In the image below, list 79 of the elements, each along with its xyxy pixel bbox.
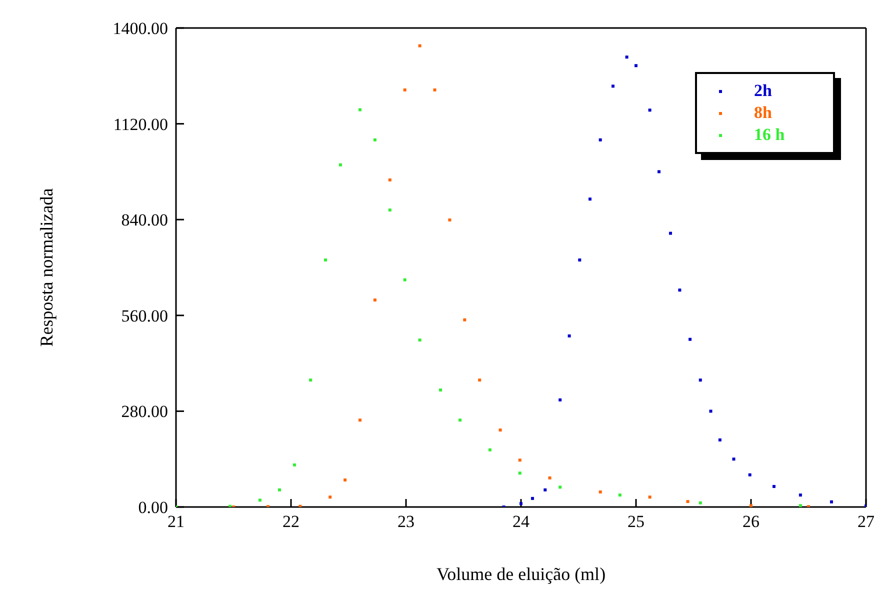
point — [498, 428, 502, 432]
point — [578, 258, 582, 262]
y-axis-title: Resposta normalizada — [36, 188, 56, 347]
x-tick-label: 26 — [742, 512, 760, 532]
point — [418, 44, 422, 48]
point — [278, 488, 281, 492]
point — [568, 334, 571, 338]
point — [698, 501, 702, 504]
point — [388, 208, 392, 212]
point — [463, 318, 466, 322]
point — [732, 458, 736, 461]
point — [358, 108, 362, 112]
point — [520, 502, 522, 506]
y-tick-label: 1120.00 — [113, 114, 168, 134]
point — [292, 463, 296, 466]
point — [772, 484, 776, 488]
x-tick-label: 23 — [398, 512, 414, 532]
point — [798, 504, 802, 507]
point — [358, 418, 362, 422]
point — [258, 498, 262, 502]
point — [625, 56, 628, 59]
point — [686, 500, 690, 504]
point — [750, 504, 752, 507]
legend-label: 8h — [754, 103, 772, 123]
point — [718, 438, 722, 442]
point — [518, 458, 522, 462]
point — [598, 138, 602, 142]
point — [648, 496, 652, 499]
point — [748, 473, 752, 476]
point — [373, 298, 376, 302]
point — [558, 398, 562, 402]
point — [403, 278, 406, 282]
point — [558, 486, 562, 489]
y-tick-label: 1400.00 — [112, 19, 168, 38]
point — [634, 64, 638, 68]
y-tick-label: 0.00 — [138, 498, 168, 518]
point — [798, 494, 802, 497]
point — [388, 178, 392, 182]
point — [658, 170, 660, 174]
point — [478, 378, 482, 382]
x-axis-title: Volume de eluição (ml) — [436, 564, 606, 584]
point — [433, 88, 436, 92]
point — [531, 496, 534, 500]
point — [612, 84, 614, 88]
legend-label: 2h — [754, 81, 772, 101]
point — [648, 108, 652, 112]
point — [698, 378, 702, 382]
point — [830, 500, 833, 504]
point — [618, 494, 622, 497]
point — [338, 163, 342, 166]
point — [328, 496, 332, 499]
point — [688, 338, 692, 341]
point — [598, 490, 602, 494]
y-tick-label: 840.00 — [121, 210, 168, 230]
point — [403, 88, 406, 92]
x-tick-label: 25 — [628, 512, 644, 532]
point — [488, 448, 492, 452]
point — [448, 218, 452, 222]
x-tick-label: 22 — [282, 512, 300, 532]
point — [544, 488, 547, 492]
point — [669, 232, 672, 235]
point — [324, 258, 327, 262]
x-tick-label: 24 — [512, 512, 530, 532]
x-tick-label: 21 — [168, 512, 184, 532]
point — [678, 288, 682, 292]
y-tick-label: 280.00 — [121, 402, 168, 422]
point — [309, 378, 312, 382]
legend-label: 16 h — [754, 125, 785, 145]
point — [373, 138, 376, 142]
point — [709, 410, 712, 413]
x-tick-label: 27 — [858, 512, 875, 532]
point — [548, 476, 552, 480]
point — [518, 472, 522, 475]
point — [439, 388, 442, 392]
point — [418, 338, 422, 342]
y-tick-label: 560.00 — [121, 306, 168, 326]
point — [458, 418, 462, 422]
point — [344, 478, 347, 482]
point — [588, 198, 592, 201]
